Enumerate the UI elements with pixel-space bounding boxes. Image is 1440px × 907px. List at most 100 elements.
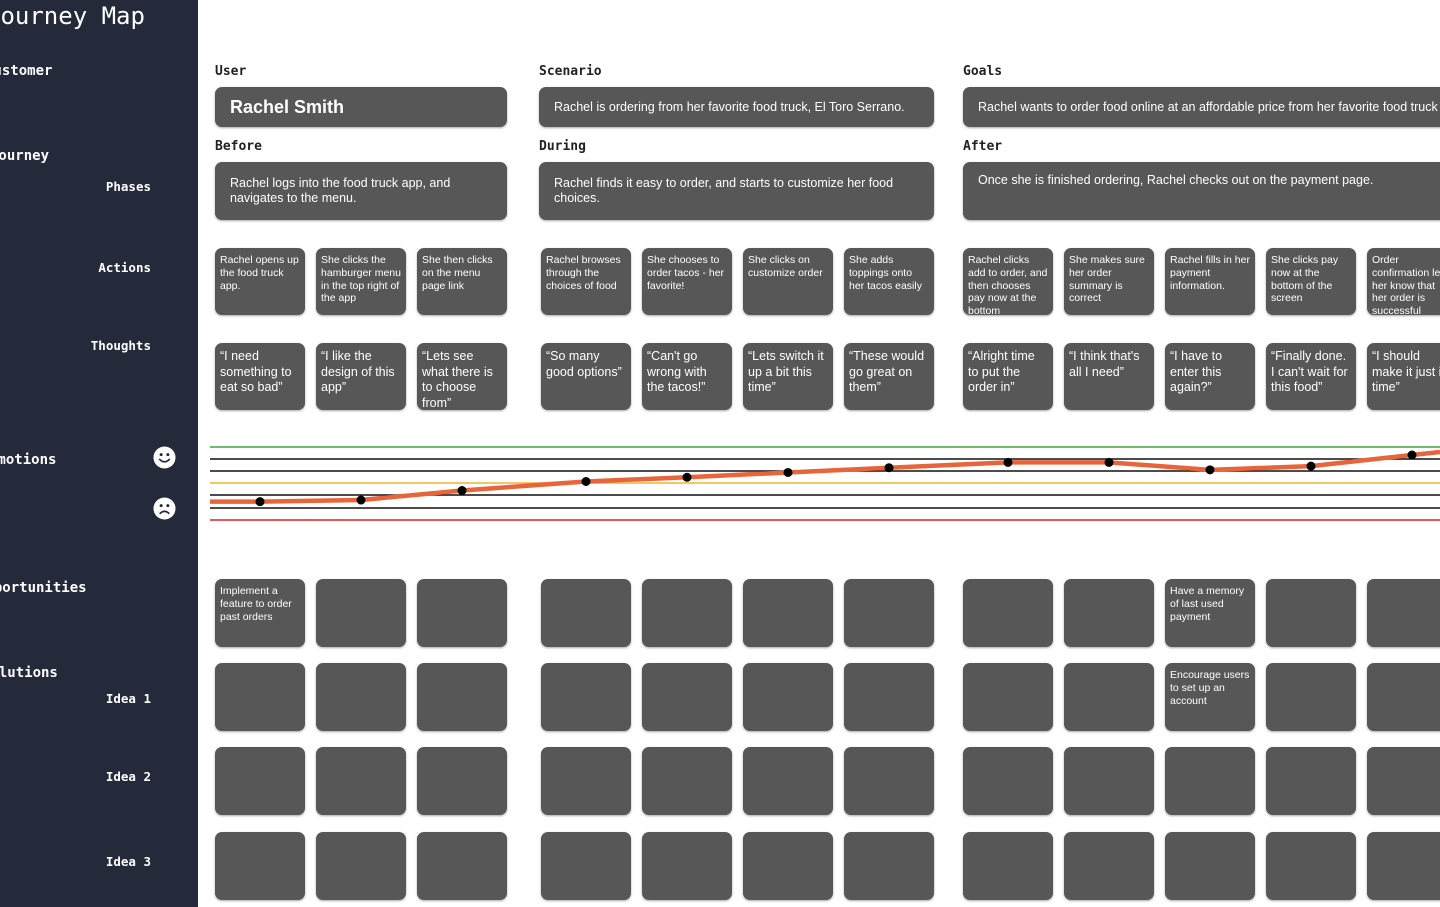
idea-2-card — [844, 747, 934, 815]
idea-3-card — [642, 832, 732, 900]
phase-before-label: Before — [215, 139, 262, 154]
idea-2-card — [316, 747, 406, 815]
action-card: She clicks the hamburger menu in the top… — [316, 248, 406, 315]
opportunity-card — [1367, 579, 1440, 647]
opportunity-card — [743, 579, 833, 647]
emotion-point — [783, 467, 793, 477]
idea-2-card — [1266, 747, 1356, 815]
section-emotions-label: Emotions — [0, 452, 57, 468]
idea-3-card — [215, 832, 305, 900]
emotion-point — [356, 495, 366, 505]
thought-card: “Alright time to put the order in” — [963, 343, 1053, 410]
idea-2-card — [541, 747, 631, 815]
goals-card: Rachel wants to order food online at an … — [963, 87, 1440, 127]
idea-3-card — [1064, 832, 1154, 900]
opportunity-card — [316, 579, 406, 647]
action-card: Rachel fills in her payment information. — [1165, 248, 1255, 315]
idea-2-card — [743, 747, 833, 815]
idea-3-card — [541, 832, 631, 900]
emotion-point — [1003, 457, 1013, 467]
idea-2-card — [215, 747, 305, 815]
emotion-point — [682, 472, 692, 482]
row-idea-2-label: Idea 2 — [105, 769, 151, 784]
phase-during-card: Rachel finds it easy to order, and start… — [539, 162, 934, 220]
thought-card: “Lets switch it up a bit this time” — [743, 343, 833, 410]
idea-3-card — [1165, 832, 1255, 900]
section-opportunities-label: Opportunities — [0, 580, 87, 596]
phase-during-label: During — [539, 139, 586, 154]
idea-3-card — [316, 832, 406, 900]
thought-card: “I think that's all I need” — [1064, 343, 1154, 410]
row-thoughts-label: Thoughts — [90, 338, 151, 353]
user-label: User — [215, 64, 247, 79]
idea-1-card — [844, 663, 934, 731]
sidebar: Journey Map Customer Journey Phases Acti… — [0, 0, 198, 907]
emotion-point — [1306, 461, 1316, 471]
thought-card: “I like the design of this app” — [316, 343, 406, 410]
idea-2-card — [963, 747, 1053, 815]
idea-2-card — [1064, 747, 1154, 815]
goals-label: Goals — [963, 64, 1003, 79]
scenario-card: Rachel is ordering from her favorite foo… — [539, 87, 934, 127]
emotion-point — [581, 477, 591, 486]
idea-1-card — [1266, 663, 1356, 731]
idea-1-card: Encourage users to set up an account — [1165, 663, 1255, 731]
action-card: She clicks on customize order — [743, 248, 833, 315]
thought-card: “I have to enter this again?” — [1165, 343, 1255, 410]
action-card: She then clicks on the menu page link — [417, 248, 507, 315]
thought-card: “Finally done. I can't wait for this foo… — [1266, 343, 1356, 410]
opportunity-card — [844, 579, 934, 647]
section-journey-label: Journey — [0, 148, 50, 164]
emotion-point — [884, 463, 894, 473]
action-card: She clicks pay now at the bottom of the … — [1266, 248, 1356, 315]
emotion-point — [1104, 457, 1114, 467]
frowning-face-icon — [153, 497, 176, 520]
row-idea-1-label: Idea 1 — [105, 691, 151, 706]
idea-1-card — [642, 663, 732, 731]
opportunity-card — [417, 579, 507, 647]
opportunity-card — [1266, 579, 1356, 647]
smiley-face-icon — [153, 446, 176, 469]
emotion-point — [1205, 465, 1215, 475]
action-card: Rachel opens up the food truck app. — [215, 248, 305, 315]
thought-card: “So many good options” — [541, 343, 631, 410]
phase-before-card: Rachel logs into the food truck app, and… — [215, 162, 507, 220]
opportunity-card — [1064, 579, 1154, 647]
opportunity-card — [963, 579, 1053, 647]
row-actions-label: Actions — [98, 260, 151, 275]
row-phases-label: Phases — [105, 179, 151, 194]
opportunity-card — [642, 579, 732, 647]
page-title: Journey Map — [0, 2, 145, 30]
idea-3-card — [844, 832, 934, 900]
action-card: Rachel clicks add to order, and then cho… — [963, 248, 1053, 315]
thought-card: “Lets see what there is to choose from” — [417, 343, 507, 410]
idea-3-card — [963, 832, 1053, 900]
idea-2-card — [417, 747, 507, 815]
phase-after-card: Once she is finished ordering, Rachel ch… — [963, 162, 1440, 220]
idea-3-card — [1367, 832, 1440, 900]
section-solutions-label: Solutions — [0, 665, 58, 681]
phase-after-label: After — [963, 139, 1003, 154]
journey-map-canvas: User Rachel Smith Scenario Rachel is ord… — [198, 0, 1440, 907]
emotion-line — [210, 449, 1440, 504]
idea-3-card — [743, 832, 833, 900]
user-name-card: Rachel Smith — [215, 87, 507, 127]
idea-1-card — [316, 663, 406, 731]
emotion-point — [255, 497, 265, 507]
idea-1-card — [1367, 663, 1440, 731]
idea-1-card — [1064, 663, 1154, 731]
idea-3-card — [417, 832, 507, 900]
idea-1-card — [215, 663, 305, 731]
action-card: She chooses to order tacos - her favorit… — [642, 248, 732, 315]
emotion-curve-chart — [210, 446, 1440, 521]
action-card: Order confirmation lets her know that he… — [1367, 248, 1440, 315]
idea-1-card — [963, 663, 1053, 731]
emotion-point — [1407, 450, 1417, 460]
idea-2-card — [642, 747, 732, 815]
emotion-point — [457, 486, 467, 496]
idea-3-card — [1266, 832, 1356, 900]
idea-1-card — [417, 663, 507, 731]
opportunity-card: Have a memory of last used payment — [1165, 579, 1255, 647]
section-customer-label: Customer — [0, 63, 53, 79]
opportunity-card: Implement a feature to order past orders — [215, 579, 305, 647]
